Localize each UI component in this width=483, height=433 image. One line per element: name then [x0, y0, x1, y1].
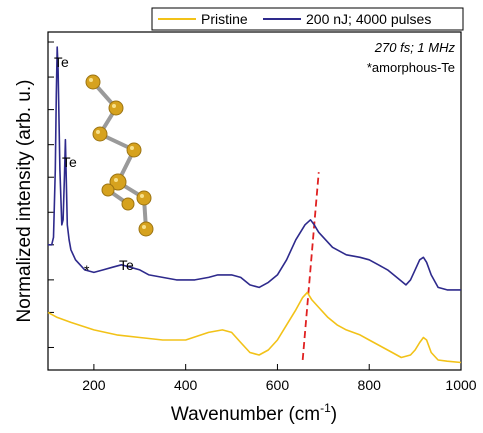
legend-box: [151, 7, 464, 31]
amorphous-star-marker: *: [84, 262, 90, 278]
te-atom: [136, 190, 152, 206]
tellurium-chain-illustration: [85, 74, 154, 237]
legend-label-irradiated: 200 nJ; 4000 pulses: [306, 11, 431, 27]
te-atom: [121, 197, 135, 211]
x-tick-label: 1000: [445, 377, 476, 393]
series-line-pristine: [47, 291, 462, 364]
x-tick-label: 200: [82, 377, 106, 393]
axis-ticks: 200 400 600 800 1000: [48, 41, 477, 393]
series-line-irradiated: [48, 46, 461, 291]
peak-label-te-3: Te: [119, 257, 134, 273]
te-atom: [138, 221, 154, 237]
te-atom: [92, 126, 108, 142]
te-atom: [108, 100, 124, 116]
te-atom: [101, 183, 115, 197]
guide-line-group: [301, 172, 320, 361]
series-layer: [47, 46, 462, 364]
footnote-annotation: *amorphous-Te: [367, 60, 455, 75]
dashed-guide-line: [301, 172, 320, 361]
te-atom: [126, 142, 142, 158]
condition-annotation: 270 fs; 1 MHz: [374, 40, 456, 55]
x-tick-label: 600: [266, 377, 290, 393]
x-axis-title: Wavenumber (cm-1): [171, 401, 337, 425]
peak-label-te-2: Te: [62, 154, 77, 170]
x-tick-label: 400: [174, 377, 198, 393]
y-axis-title: Normalized intensity (arb. u.): [14, 80, 35, 323]
legend-label-pristine: Pristine: [201, 11, 248, 27]
peak-label-te-1: Te: [54, 54, 69, 70]
plot-frame: [47, 31, 462, 371]
legend: Pristine 200 nJ; 4000 pulses: [151, 7, 464, 31]
x-tick-label: 800: [358, 377, 382, 393]
te-atom: [85, 74, 101, 90]
te-atom: [109, 173, 127, 191]
